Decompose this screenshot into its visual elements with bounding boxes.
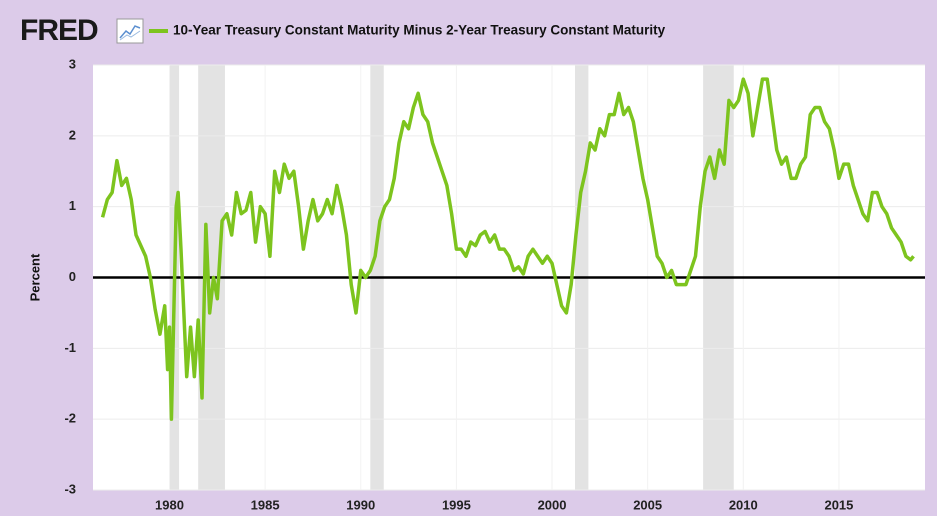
x-tick-label: 2000 <box>538 497 567 512</box>
y-tick-label: -2 <box>64 411 76 426</box>
x-tick-label: 1980 <box>155 497 184 512</box>
y-tick-label: 0 <box>69 269 76 284</box>
y-axis-label: Percent <box>27 253 42 301</box>
legend-label: 10-Year Treasury Constant Maturity Minus… <box>173 23 666 38</box>
y-tick-label: 1 <box>69 198 76 213</box>
y-tick-label: 3 <box>69 56 76 71</box>
y-tick-label: -1 <box>64 340 76 355</box>
logo: FRED <box>20 14 98 47</box>
y-tick-label: 2 <box>69 127 76 142</box>
x-tick-label: 1985 <box>251 497 280 512</box>
logo-icon <box>116 18 144 44</box>
x-tick-label: 1995 <box>442 497 471 512</box>
y-tick-label: -3 <box>64 481 76 496</box>
x-tick-label: 2015 <box>824 497 853 512</box>
series-line <box>100 77 915 421</box>
x-tick-label: 2010 <box>729 497 758 512</box>
x-tick-label: 1990 <box>346 497 375 512</box>
x-tick-label: 2005 <box>633 497 662 512</box>
